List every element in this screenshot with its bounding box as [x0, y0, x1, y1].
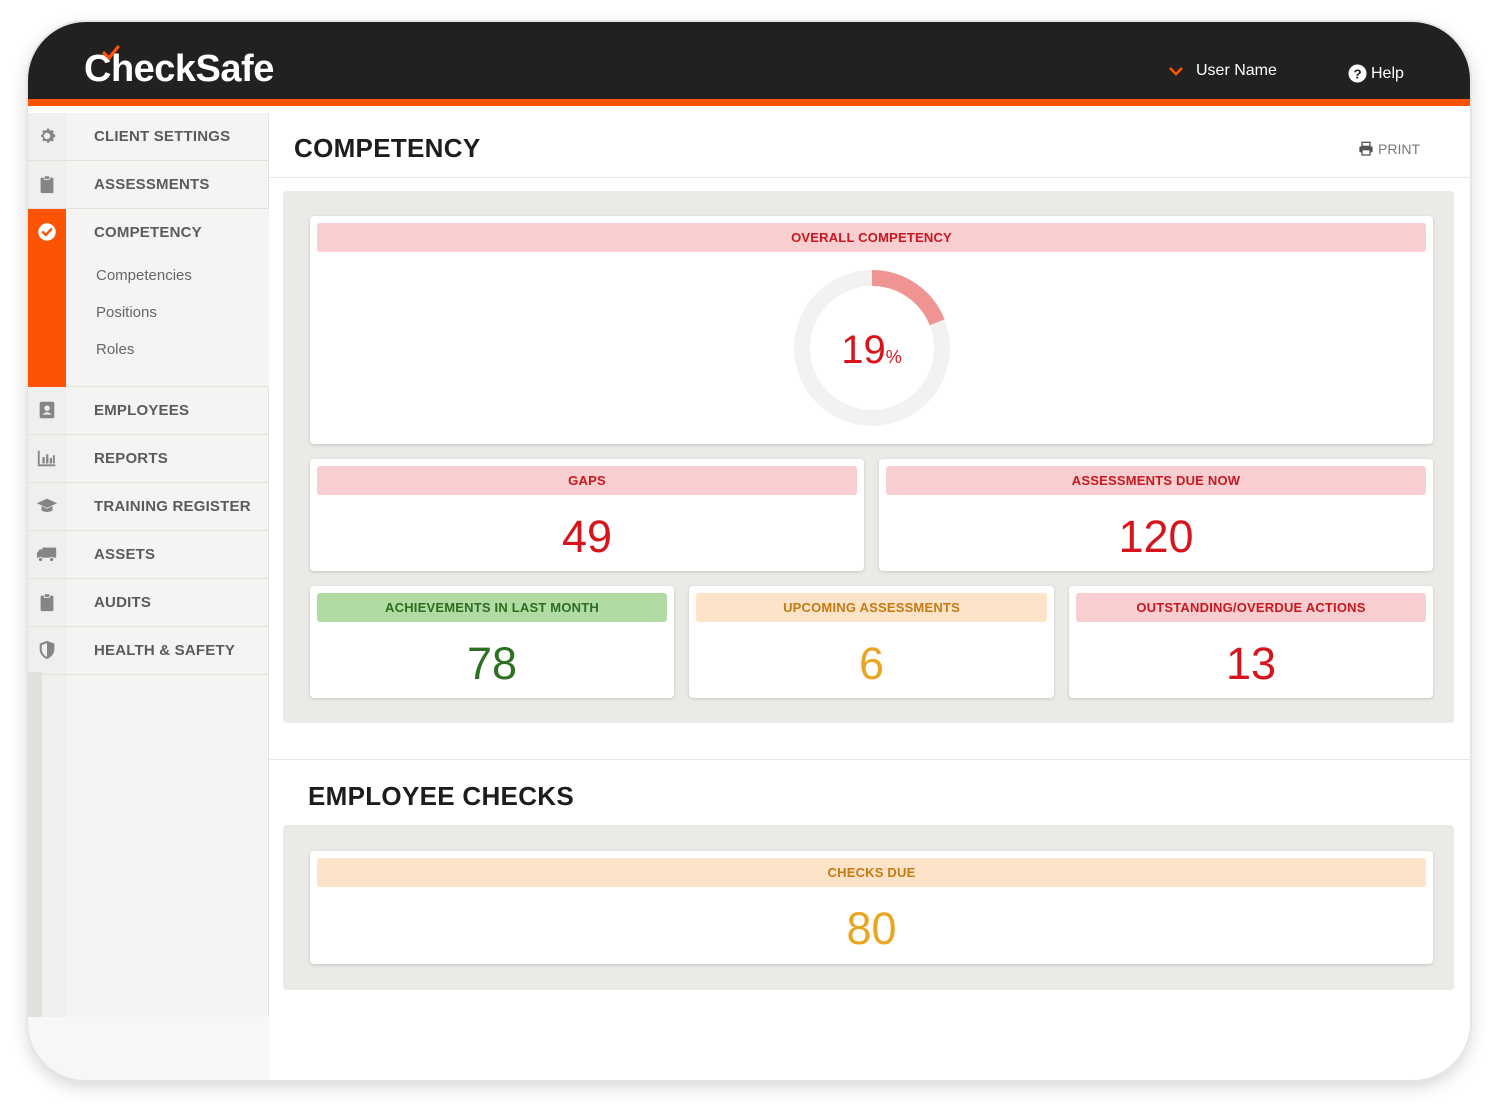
achievements-card[interactable]: ACHIEVEMENTS IN LAST MONTH 78	[310, 586, 674, 698]
sidebar-item-health-safety[interactable]: HEALTH & SAFETY	[28, 627, 269, 675]
top-bar: CheckSafe User Name ? Help	[28, 22, 1470, 106]
page-title: COMPETENCY	[294, 133, 481, 163]
card-header: UPCOMING ASSESSMENTS	[696, 593, 1047, 622]
shield-icon	[39, 640, 55, 660]
help-link[interactable]: ? Help	[1348, 64, 1404, 83]
device-frame: CheckSafe User Name ? Help	[28, 22, 1470, 1080]
print-label: PRINT	[1378, 141, 1420, 157]
card-header: OUTSTANDING/OVERDUE ACTIONS	[1076, 593, 1426, 622]
checks-due-card[interactable]: CHECKS DUE 80	[310, 851, 1433, 964]
divider	[269, 759, 1470, 760]
printer-icon	[1359, 141, 1373, 156]
sub-item-roles[interactable]: Roles	[96, 341, 135, 358]
sidebar: CLIENT SETTINGS ASSESSMENTS COMPETENCY C…	[28, 113, 269, 1017]
sidebar-item-training-register[interactable]: TRAINING REGISTER	[28, 483, 269, 531]
check-circle-icon	[38, 223, 56, 241]
outstanding-value: 13	[1225, 638, 1277, 689]
question-circle-icon: ?	[1348, 64, 1367, 83]
gaps-value: 49	[561, 511, 613, 562]
print-button[interactable]: PRINT	[1358, 141, 1420, 157]
sidebar-item-label: ASSESSMENTS	[94, 176, 210, 193]
divider	[269, 177, 1470, 178]
sidebar-item-label: HEALTH & SAFETY	[94, 642, 236, 659]
svg-text:?: ?	[1353, 66, 1361, 81]
bottom-strip	[28, 1017, 290, 1080]
sidebar-item-label: AUDITS	[94, 594, 152, 611]
sub-item-positions[interactable]: Positions	[96, 304, 157, 321]
percentage-value: 19	[841, 328, 886, 372]
donut-progress-arc	[794, 270, 950, 426]
truck-icon	[36, 547, 57, 563]
help-label: Help	[1371, 64, 1404, 82]
sidebar-item-employees[interactable]: EMPLOYEES	[28, 387, 269, 435]
section-title-employee-checks: EMPLOYEE CHECKS	[308, 781, 574, 811]
competency-percentage: 19%	[310, 328, 1433, 373]
logo-check-icon	[102, 45, 120, 61]
upcoming-assessments-card[interactable]: UPCOMING ASSESSMENTS 6	[689, 586, 1054, 698]
sidebar-item-label: TRAINING REGISTER	[94, 498, 251, 515]
user-menu[interactable]: User Name	[1168, 62, 1277, 80]
card-header: ACHIEVEMENTS IN LAST MONTH	[317, 593, 667, 622]
competency-panel: OVERALL COMPETENCY 19% GAPS 49 ASSESSMEN…	[283, 191, 1454, 723]
sidebar-item-label: EMPLOYEES	[94, 402, 190, 419]
bar-chart-icon	[37, 450, 56, 467]
card-header: OVERALL COMPETENCY	[317, 223, 1426, 252]
contact-card-icon	[39, 401, 55, 419]
sidebar-gutter	[28, 672, 42, 1022]
achievements-value: 78	[466, 638, 518, 689]
overall-competency-card: OVERALL COMPETENCY 19%	[310, 216, 1433, 444]
sidebar-item-label: ASSETS	[94, 546, 156, 563]
sidebar-item-client-settings[interactable]: CLIENT SETTINGS	[28, 113, 269, 161]
sidebar-item-label: CLIENT SETTINGS	[94, 128, 231, 145]
checks-due-value: 80	[846, 903, 897, 954]
clipboard-icon	[40, 175, 54, 194]
sidebar-item-competency[interactable]: COMPETENCY Competencies Positions Roles	[28, 209, 269, 387]
sidebar-item-label: REPORTS	[94, 450, 168, 467]
card-header: ASSESSMENTS DUE NOW	[886, 466, 1426, 495]
sidebar-item-assets[interactable]: ASSETS	[28, 531, 269, 579]
gear-icon	[41, 128, 56, 143]
sidebar-item-reports[interactable]: REPORTS	[28, 435, 269, 483]
user-name: User Name	[1196, 62, 1277, 79]
chevron-down-icon	[1169, 67, 1183, 76]
graduation-cap-icon	[36, 498, 58, 512]
competency-donut	[794, 270, 950, 426]
logo[interactable]: CheckSafe	[84, 45, 274, 91]
sidebar-item-audits[interactable]: AUDITS	[28, 579, 269, 627]
employee-checks-panel: CHECKS DUE 80	[283, 825, 1454, 990]
assessments-due-value: 120	[1118, 511, 1194, 562]
gaps-card[interactable]: GAPS 49	[310, 459, 864, 571]
outstanding-actions-card[interactable]: OUTSTANDING/OVERDUE ACTIONS 13	[1069, 586, 1433, 698]
sidebar-item-label: COMPETENCY	[94, 224, 202, 241]
logo-text: CheckSafe	[84, 48, 274, 90]
card-header: CHECKS DUE	[317, 858, 1426, 887]
percentage-unit: %	[885, 347, 902, 367]
main-content: COMPETENCY PRINT OVERALL COMPETENCY 19%	[269, 113, 1470, 1080]
sidebar-item-assessments[interactable]: ASSESSMENTS	[28, 161, 269, 209]
sub-item-competencies[interactable]: Competencies	[96, 267, 192, 284]
assessments-due-card[interactable]: ASSESSMENTS DUE NOW 120	[879, 459, 1433, 571]
card-header: GAPS	[317, 466, 857, 495]
upcoming-value: 6	[858, 638, 885, 689]
clipboard-icon	[40, 593, 54, 612]
